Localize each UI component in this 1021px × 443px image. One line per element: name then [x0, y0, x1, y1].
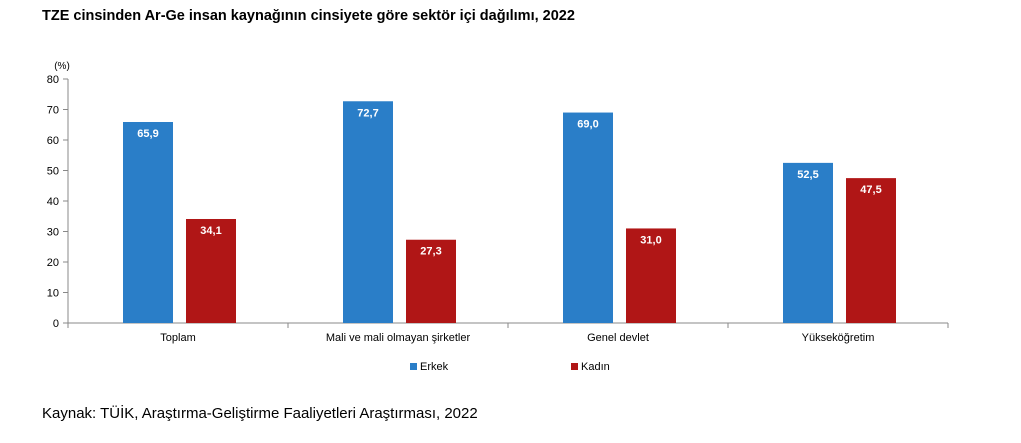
bar-kadın	[626, 228, 676, 323]
y-unit-label: (%)	[54, 61, 70, 72]
x-category-label: Genel devlet	[587, 332, 649, 344]
y-tick-label: 0	[53, 318, 59, 330]
y-tick-label: 30	[47, 227, 59, 239]
bar-erkek	[123, 122, 173, 323]
bar-kadın	[186, 218, 236, 323]
bar-kadın	[406, 239, 456, 323]
y-tick-label: 10	[47, 288, 59, 300]
y-tick-label: 70	[47, 105, 59, 117]
y-tick-label: 40	[47, 196, 59, 208]
x-category-label: Yükseköğretim	[802, 332, 875, 344]
y-tick-label: 50	[47, 166, 59, 178]
data-label: 47,5	[860, 184, 881, 196]
bar-kadın	[846, 178, 896, 323]
data-label: 52,5	[797, 169, 818, 181]
bar-erkek	[563, 112, 613, 323]
data-label: 72,7	[357, 107, 378, 119]
bar-erkek	[783, 162, 833, 323]
bar-chart: 0 10 20 30 40 50 60 70 80 (%) 65,9 34,1 Toplam 72,7 27…	[47, 61, 949, 373]
legend-swatch-kadın	[571, 363, 578, 370]
legend-label-erkek: Erkek	[420, 361, 449, 373]
y-tick-label: 80	[47, 74, 59, 86]
chart-title: TZE cinsinden Ar-Ge insan kaynağının cin…	[42, 8, 575, 24]
y-tick-label: 60	[47, 135, 59, 147]
x-category-label: Mali ve mali olmayan şirketler	[326, 332, 471, 344]
data-label: 31,0	[640, 234, 661, 246]
x-category-label: Toplam	[160, 332, 195, 344]
legend-swatch-erkek	[410, 363, 417, 370]
data-label: 34,1	[200, 225, 221, 237]
data-label: 69,0	[577, 119, 598, 131]
data-label: 65,9	[137, 128, 158, 140]
source-note: Kaynak: TÜİK, Araştırma-Geliştirme Faali…	[42, 405, 478, 422]
bar-erkek	[343, 101, 393, 323]
y-tick-label: 20	[47, 257, 59, 269]
data-label: 27,3	[420, 246, 441, 258]
legend-label-kadın: Kadın	[581, 361, 610, 373]
